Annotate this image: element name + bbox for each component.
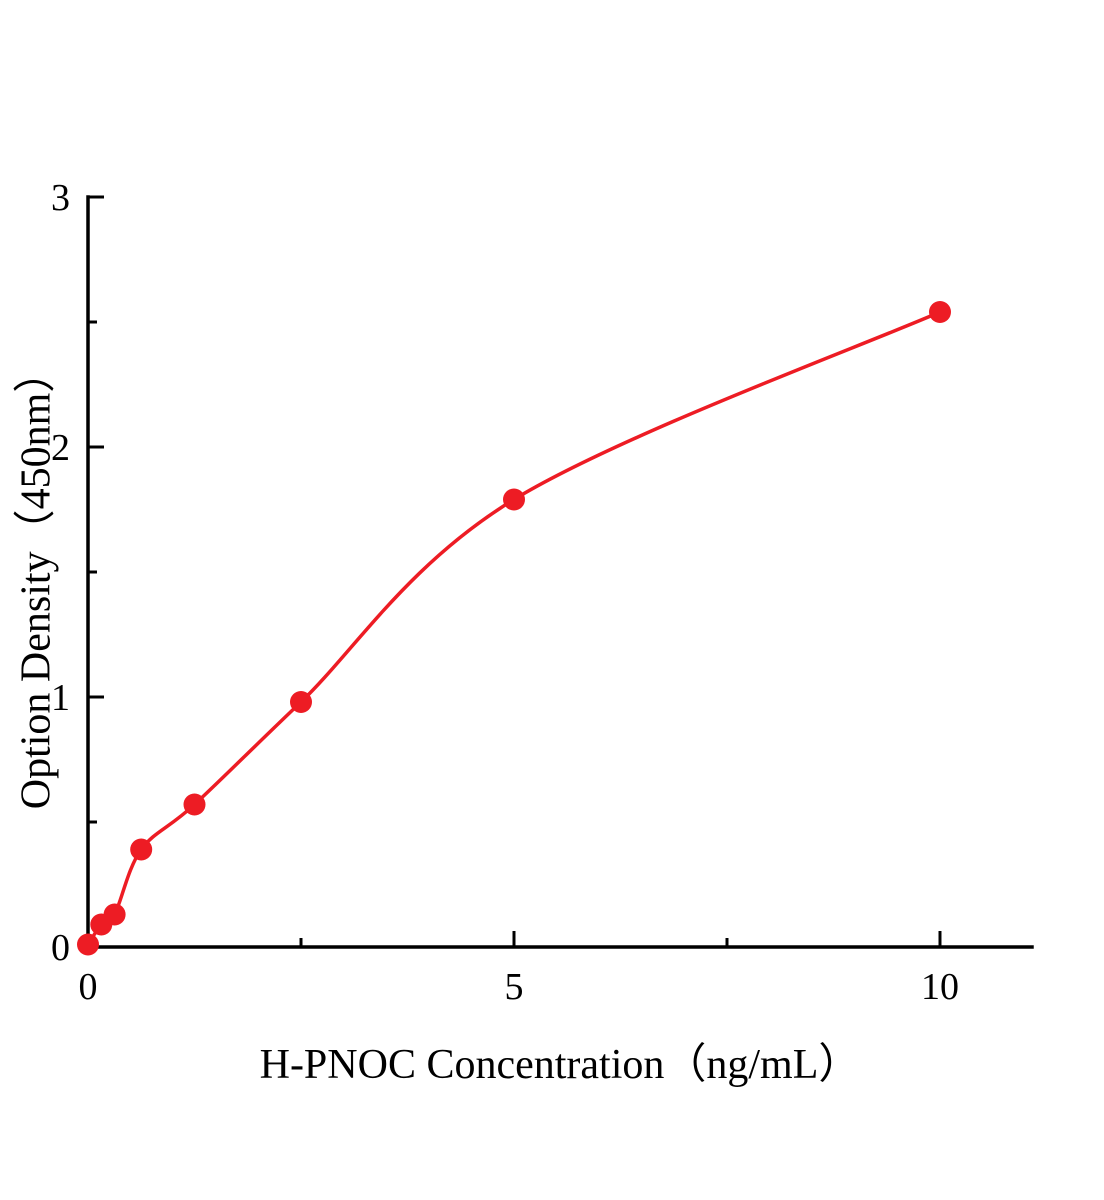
tick-labels: 0 5 10 0 1 2 3 (51, 177, 959, 1008)
y-tick-label: 3 (51, 177, 70, 219)
x-tick-label: 5 (504, 966, 523, 1008)
y-tick-label: 2 (51, 427, 70, 469)
data-point (130, 838, 153, 861)
data-points (77, 301, 951, 956)
data-point (503, 488, 525, 511)
data-point (290, 691, 312, 713)
data-point (103, 903, 126, 926)
data-point (77, 933, 99, 956)
y-axis-title: Option Density（450nm） (13, 350, 60, 810)
x-tick-label: 0 (79, 966, 98, 1008)
x-tick-label: 10 (921, 966, 959, 1008)
data-point (929, 301, 951, 323)
y-tick-label: 0 (51, 927, 70, 969)
data-point (183, 793, 206, 816)
fit-line (86, 310, 942, 947)
ticks (86, 195, 942, 949)
x-axis-title: H-PNOC Concentration（ng/mL） (259, 1042, 861, 1088)
axes (86, 195, 1034, 949)
y-tick-label: 1 (51, 677, 70, 719)
